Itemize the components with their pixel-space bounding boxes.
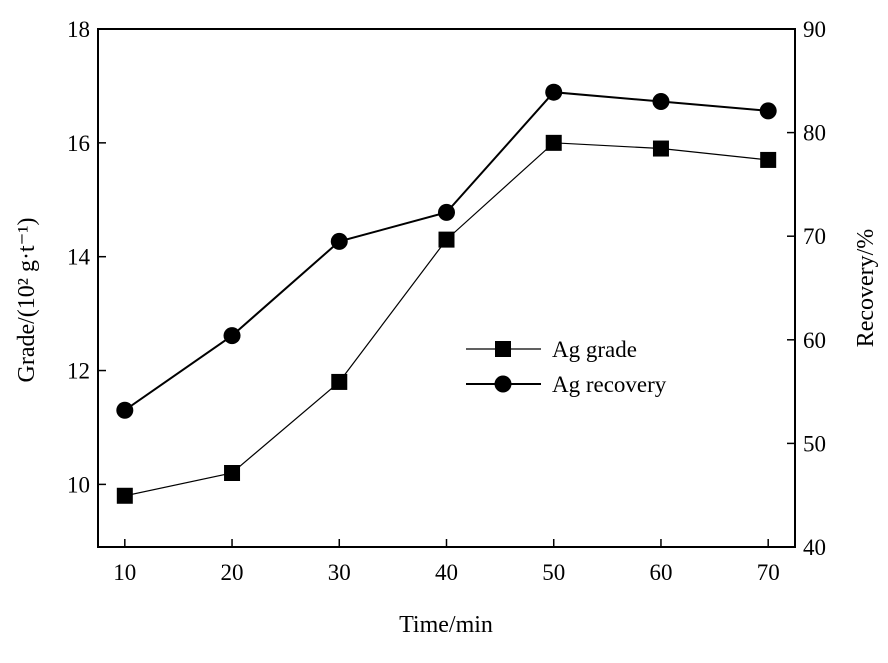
point-ag-recovery	[759, 102, 777, 120]
y-right-tick-label: 90	[803, 17, 826, 42]
y-left-tick-label: 16	[67, 131, 90, 156]
legend: Ag grade Ag recovery	[466, 337, 667, 397]
point-ag-grade	[545, 134, 562, 151]
point-ag-recovery	[330, 232, 348, 250]
plot-frame	[97, 28, 796, 548]
y-left-tick-label: 14	[67, 245, 91, 270]
point-ag-recovery	[116, 401, 134, 419]
legend-marker-ag-grade	[495, 341, 511, 357]
y-right-tick-label: 50	[803, 431, 826, 456]
legend-marker-ag-recovery	[494, 375, 512, 393]
y-left-tick-label: 10	[67, 472, 90, 497]
x-tick-label: 60	[649, 560, 672, 585]
series-lines	[124, 91, 769, 497]
point-ag-grade	[224, 465, 241, 481]
y-right-tick-label: 70	[803, 224, 826, 249]
x-tick-label: 10	[113, 560, 136, 585]
point-ag-recovery	[652, 93, 670, 111]
y-axis-right-title: Recovery/%	[853, 229, 879, 348]
x-tick-label: 70	[757, 560, 780, 585]
y-axis-left-title: Grade/(10² g·t⁻¹)	[14, 218, 40, 383]
y-right-tick-label: 80	[803, 121, 826, 146]
series-line-ag-recovery	[124, 91, 769, 412]
legend-label-ag-recovery: Ag recovery	[552, 372, 667, 397]
point-ag-grade	[760, 151, 777, 168]
x-axis-title: Time/min	[399, 612, 493, 638]
point-ag-grade	[331, 373, 348, 390]
point-ag-recovery	[223, 327, 241, 345]
x-tick-label: 30	[328, 560, 351, 585]
axis-ticks: 10 20 30 40 50 60 70 10 12 14 16 18 40 50 60 70 80 90	[67, 17, 826, 585]
point-ag-recovery	[545, 83, 563, 101]
y-right-tick-label: 40	[803, 535, 826, 560]
y-left-tick-label: 12	[67, 359, 90, 384]
point-ag-grade	[438, 231, 455, 248]
y-right-tick-label: 60	[803, 328, 826, 353]
point-ag-recovery	[438, 203, 455, 221]
point-ag-grade	[116, 487, 133, 504]
series-markers	[116, 83, 777, 504]
y-left-tick-label: 18	[67, 17, 90, 42]
series-line-ag-grade	[124, 142, 769, 497]
x-tick-label: 40	[435, 560, 458, 585]
x-tick-label: 50	[542, 560, 565, 585]
point-ag-grade	[652, 140, 669, 157]
x-tick-label: 20	[221, 560, 244, 585]
legend-label-ag-grade: Ag grade	[552, 337, 637, 362]
